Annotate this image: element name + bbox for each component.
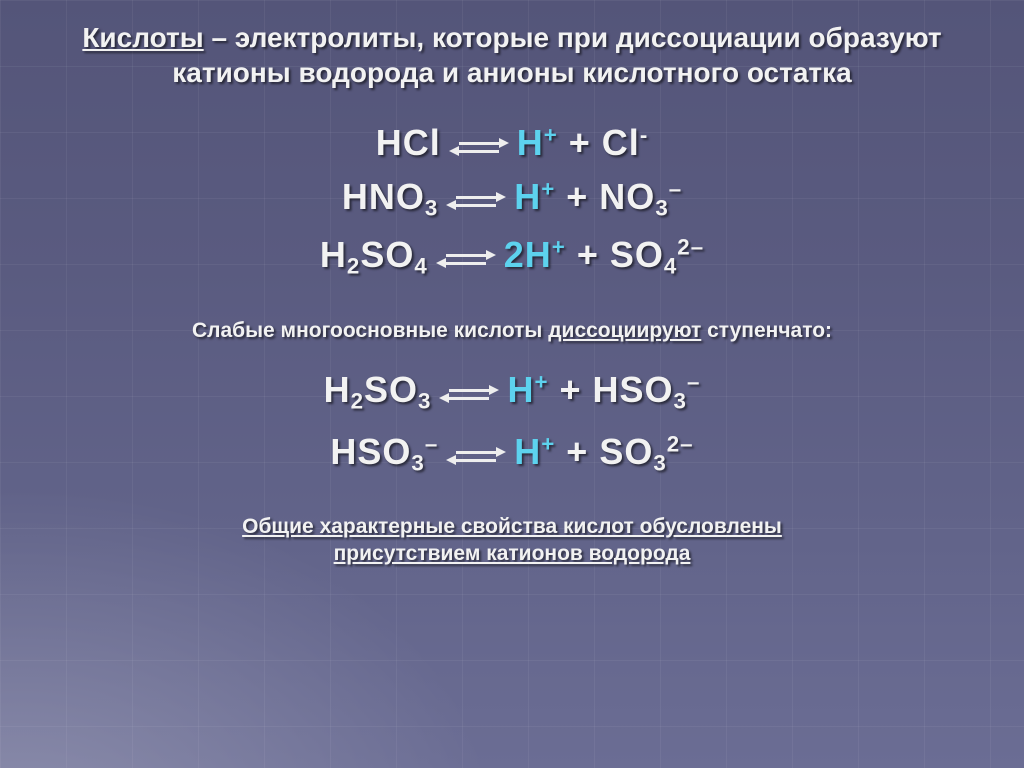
step-equations: H2SO3H+ + HSO3– HSO3–H+ + SO32– bbox=[40, 369, 984, 476]
equation: HSO3–H+ + SO32– bbox=[40, 431, 984, 477]
equation: HClH+ + Cl- bbox=[40, 122, 984, 164]
equation: HNO3H+ + NO3– bbox=[40, 176, 984, 222]
title-rest: – электролиты, которые при диссоциации о… bbox=[172, 22, 941, 88]
subtitle: Слабые многоосновные кислоты диссоциирую… bbox=[40, 319, 984, 343]
footer-line-2: присутствием катионов водорода bbox=[334, 542, 691, 565]
equilibrium-arrow-icon bbox=[449, 136, 509, 158]
footer-note: Общие характерные свойства кислот обусло… bbox=[40, 513, 984, 568]
subtitle-underlined: диссоциируют bbox=[548, 319, 701, 342]
main-equations: HClH+ + Cl- HNO3H+ + NO3– H2SO42H+ + SO42– bbox=[40, 122, 984, 279]
equilibrium-arrow-icon bbox=[446, 445, 506, 467]
slide-title: Кислоты – электролиты, которые при диссо… bbox=[40, 20, 984, 90]
subtitle-pre: Слабые многоосновные кислоты bbox=[192, 319, 548, 342]
equilibrium-arrow-icon bbox=[439, 383, 499, 405]
equilibrium-arrow-icon bbox=[436, 248, 496, 270]
title-keyword: Кислоты bbox=[82, 22, 203, 53]
equilibrium-arrow-icon bbox=[446, 190, 506, 212]
equation: H2SO42H+ + SO42– bbox=[40, 234, 984, 280]
subtitle-post: ступенчато: bbox=[701, 319, 832, 342]
equation: H2SO3H+ + HSO3– bbox=[40, 369, 984, 415]
footer-line-1: Общие характерные свойства кислот обусло… bbox=[242, 515, 782, 538]
